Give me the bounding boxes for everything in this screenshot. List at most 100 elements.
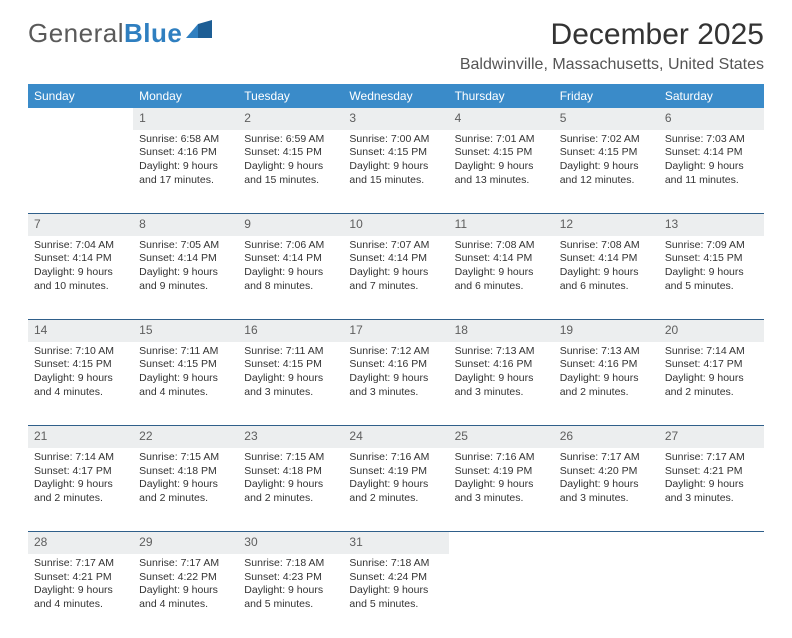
day-details: Sunrise: 7:17 AMSunset: 4:21 PMDaylight:… bbox=[659, 448, 764, 514]
day-detail-line: Daylight: 9 hours bbox=[244, 266, 337, 280]
day-detail-line: Sunrise: 7:17 AM bbox=[34, 557, 127, 571]
day-detail-line: Sunset: 4:14 PM bbox=[665, 146, 758, 160]
day-detail-line: and 6 minutes. bbox=[455, 280, 548, 294]
day-content-cell: Sunrise: 7:12 AMSunset: 4:16 PMDaylight:… bbox=[343, 342, 448, 426]
day-number-cell: 15 bbox=[133, 320, 238, 342]
day-number-row: 28293031 bbox=[28, 532, 764, 554]
day-details: Sunrise: 7:17 AMSunset: 4:21 PMDaylight:… bbox=[28, 554, 133, 620]
day-number-cell: 24 bbox=[343, 426, 448, 448]
day-detail-line: and 4 minutes. bbox=[139, 386, 232, 400]
day-detail-line: and 3 minutes. bbox=[560, 492, 653, 506]
day-details: Sunrise: 7:04 AMSunset: 4:14 PMDaylight:… bbox=[28, 236, 133, 302]
day-details: Sunrise: 7:14 AMSunset: 4:17 PMDaylight:… bbox=[659, 342, 764, 408]
day-detail-line: Sunrise: 7:11 AM bbox=[244, 345, 337, 359]
day-detail-line: Sunset: 4:14 PM bbox=[244, 252, 337, 266]
day-detail-line: Sunset: 4:14 PM bbox=[139, 252, 232, 266]
day-detail-line: and 3 minutes. bbox=[349, 386, 442, 400]
day-detail-line: and 15 minutes. bbox=[244, 174, 337, 188]
day-number-cell: 13 bbox=[659, 214, 764, 236]
day-content-cell: Sunrise: 7:17 AMSunset: 4:21 PMDaylight:… bbox=[28, 554, 133, 638]
day-content-cell: Sunrise: 7:09 AMSunset: 4:15 PMDaylight:… bbox=[659, 236, 764, 320]
day-detail-line: Daylight: 9 hours bbox=[455, 266, 548, 280]
day-detail-line: Daylight: 9 hours bbox=[455, 160, 548, 174]
day-detail-line: Sunrise: 7:09 AM bbox=[665, 239, 758, 253]
day-number-cell bbox=[449, 532, 554, 554]
day-detail-line: and 4 minutes. bbox=[34, 386, 127, 400]
day-content-cell: Sunrise: 7:16 AMSunset: 4:19 PMDaylight:… bbox=[449, 448, 554, 532]
day-number-cell: 7 bbox=[28, 214, 133, 236]
day-details: Sunrise: 7:08 AMSunset: 4:14 PMDaylight:… bbox=[554, 236, 659, 302]
day-detail-line: Daylight: 9 hours bbox=[665, 478, 758, 492]
day-detail-line: Sunset: 4:15 PM bbox=[665, 252, 758, 266]
day-details: Sunrise: 7:01 AMSunset: 4:15 PMDaylight:… bbox=[449, 130, 554, 196]
day-detail-line: Sunrise: 7:04 AM bbox=[34, 239, 127, 253]
day-details: Sunrise: 7:09 AMSunset: 4:15 PMDaylight:… bbox=[659, 236, 764, 302]
day-content-row: Sunrise: 7:04 AMSunset: 4:14 PMDaylight:… bbox=[28, 236, 764, 320]
brand-mark-icon bbox=[186, 20, 212, 40]
day-number-cell: 6 bbox=[659, 108, 764, 130]
day-detail-line: Sunrise: 7:15 AM bbox=[139, 451, 232, 465]
day-detail-line: and 8 minutes. bbox=[244, 280, 337, 294]
day-detail-line: Daylight: 9 hours bbox=[560, 266, 653, 280]
day-content-cell: Sunrise: 7:00 AMSunset: 4:15 PMDaylight:… bbox=[343, 130, 448, 214]
day-number-cell: 1 bbox=[133, 108, 238, 130]
day-number-cell: 5 bbox=[554, 108, 659, 130]
day-detail-line: Daylight: 9 hours bbox=[349, 478, 442, 492]
day-detail-line: Daylight: 9 hours bbox=[34, 266, 127, 280]
day-number-row: 78910111213 bbox=[28, 214, 764, 236]
day-number-cell: 3 bbox=[343, 108, 448, 130]
day-details: Sunrise: 7:16 AMSunset: 4:19 PMDaylight:… bbox=[343, 448, 448, 514]
day-content-cell: Sunrise: 7:05 AMSunset: 4:14 PMDaylight:… bbox=[133, 236, 238, 320]
day-details: Sunrise: 7:12 AMSunset: 4:16 PMDaylight:… bbox=[343, 342, 448, 408]
day-detail-line: Sunset: 4:14 PM bbox=[455, 252, 548, 266]
day-detail-line: and 15 minutes. bbox=[349, 174, 442, 188]
day-content-cell: Sunrise: 7:15 AMSunset: 4:18 PMDaylight:… bbox=[133, 448, 238, 532]
page-title: December 2025 bbox=[551, 18, 764, 52]
day-detail-line: Sunrise: 7:11 AM bbox=[139, 345, 232, 359]
day-detail-line: Daylight: 9 hours bbox=[349, 584, 442, 598]
day-detail-line: Sunset: 4:15 PM bbox=[455, 146, 548, 160]
day-detail-line: Sunrise: 7:13 AM bbox=[455, 345, 548, 359]
day-detail-line: Daylight: 9 hours bbox=[139, 584, 232, 598]
day-detail-line: Sunrise: 7:15 AM bbox=[244, 451, 337, 465]
day-content-cell: Sunrise: 6:59 AMSunset: 4:15 PMDaylight:… bbox=[238, 130, 343, 214]
day-details: Sunrise: 7:17 AMSunset: 4:20 PMDaylight:… bbox=[554, 448, 659, 514]
day-detail-line: Sunset: 4:19 PM bbox=[349, 465, 442, 479]
day-content-cell: Sunrise: 7:10 AMSunset: 4:15 PMDaylight:… bbox=[28, 342, 133, 426]
weekday-header: Saturday bbox=[659, 84, 764, 108]
day-content-cell: Sunrise: 7:17 AMSunset: 4:22 PMDaylight:… bbox=[133, 554, 238, 638]
day-details: Sunrise: 7:18 AMSunset: 4:24 PMDaylight:… bbox=[343, 554, 448, 620]
day-detail-line: Sunset: 4:15 PM bbox=[349, 146, 442, 160]
calendar-table: Sunday Monday Tuesday Wednesday Thursday… bbox=[28, 84, 764, 638]
weekday-header: Sunday bbox=[28, 84, 133, 108]
day-number-cell: 18 bbox=[449, 320, 554, 342]
day-detail-line: Daylight: 9 hours bbox=[139, 266, 232, 280]
day-number-cell: 22 bbox=[133, 426, 238, 448]
brand-name-b: Blue bbox=[124, 18, 182, 48]
day-detail-line: Sunset: 4:15 PM bbox=[34, 358, 127, 372]
day-number-cell: 16 bbox=[238, 320, 343, 342]
day-details: Sunrise: 7:10 AMSunset: 4:15 PMDaylight:… bbox=[28, 342, 133, 408]
day-detail-line: Sunset: 4:15 PM bbox=[244, 146, 337, 160]
location-text: Baldwinville, Massachusetts, United Stat… bbox=[28, 56, 764, 74]
day-detail-line: Sunset: 4:16 PM bbox=[349, 358, 442, 372]
day-detail-line: Daylight: 9 hours bbox=[244, 584, 337, 598]
day-number-cell: 14 bbox=[28, 320, 133, 342]
day-details: Sunrise: 7:00 AMSunset: 4:15 PMDaylight:… bbox=[343, 130, 448, 196]
day-number-cell: 17 bbox=[343, 320, 448, 342]
day-content-cell: Sunrise: 6:58 AMSunset: 4:16 PMDaylight:… bbox=[133, 130, 238, 214]
day-detail-line: and 3 minutes. bbox=[244, 386, 337, 400]
day-number-cell: 19 bbox=[554, 320, 659, 342]
day-detail-line: and 2 minutes. bbox=[34, 492, 127, 506]
day-number-cell: 21 bbox=[28, 426, 133, 448]
day-content-row: Sunrise: 7:14 AMSunset: 4:17 PMDaylight:… bbox=[28, 448, 764, 532]
day-detail-line: and 4 minutes. bbox=[139, 598, 232, 612]
day-number-row: 14151617181920 bbox=[28, 320, 764, 342]
day-detail-line: Sunset: 4:14 PM bbox=[349, 252, 442, 266]
day-number-cell: 9 bbox=[238, 214, 343, 236]
day-details: Sunrise: 7:07 AMSunset: 4:14 PMDaylight:… bbox=[343, 236, 448, 302]
day-detail-line: and 17 minutes. bbox=[139, 174, 232, 188]
day-details: Sunrise: 7:11 AMSunset: 4:15 PMDaylight:… bbox=[238, 342, 343, 408]
day-detail-line: Sunset: 4:16 PM bbox=[455, 358, 548, 372]
day-details: Sunrise: 7:02 AMSunset: 4:15 PMDaylight:… bbox=[554, 130, 659, 196]
